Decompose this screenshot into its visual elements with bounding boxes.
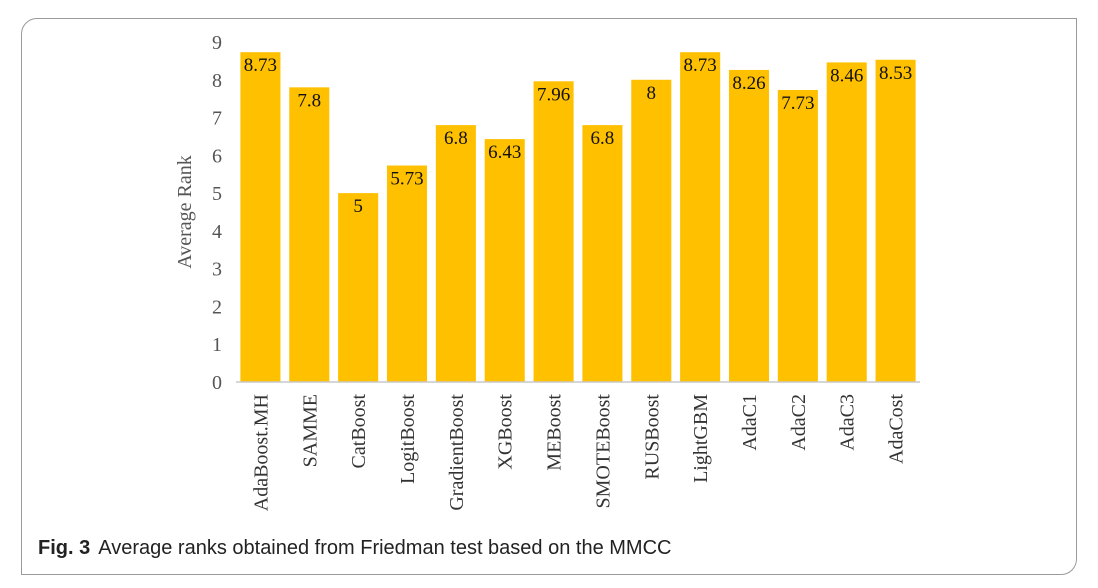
x-tick-label: LightGBM [690, 394, 712, 483]
data-labels-group: 8.73 7.8 5 5.73 6.8 6.43 7.96 6.8 8 8.73 8.26 7.73 8… [244, 55, 912, 217]
data-label: 7.8 [297, 90, 321, 111]
y-tick-label: 3 [212, 259, 222, 281]
y-tick-label: 0 [212, 372, 222, 394]
bar-smoteboost [582, 125, 623, 382]
x-tick-label: AdaCost [886, 394, 908, 464]
bar-samme [289, 87, 330, 382]
data-label: 8.46 [830, 65, 863, 86]
x-tick-label: LogitBoost [397, 394, 419, 484]
x-tick-label: AdaC1 [739, 394, 761, 451]
data-label: 5 [353, 196, 363, 217]
data-label: 6.8 [444, 128, 468, 149]
x-tick-label: CatBoost [348, 394, 370, 469]
data-label: 8 [647, 83, 657, 104]
figure-caption: Fig. 3 Average ranks obtained from Friedm… [38, 537, 671, 560]
data-label: 6.8 [591, 128, 615, 149]
figure-number: Fig. 3 [38, 537, 91, 559]
bar-adacost [875, 59, 916, 382]
x-tick-label: SAMME [299, 394, 321, 467]
y-tick-label: 4 [212, 221, 222, 243]
bar-meboost [533, 81, 574, 383]
y-axis-label-group: Average Rank [174, 155, 196, 268]
caption-text: Average ranks obtained from Friedman tes… [98, 537, 672, 559]
y-tick-label: 9 [212, 32, 222, 54]
x-tick-label: RUSBoost [641, 394, 663, 480]
data-label: 6.43 [488, 142, 521, 163]
bar-adac3 [826, 62, 867, 383]
data-label: 8.26 [732, 73, 765, 94]
bar-xgboost [484, 139, 525, 382]
y-axis-label: Average Rank [174, 155, 196, 268]
y-tick-label: 6 [212, 145, 222, 167]
y-tick-label: 5 [212, 183, 222, 205]
data-label: 8.73 [684, 55, 717, 76]
data-label: 8.73 [244, 55, 277, 76]
bar-gradientboost [435, 125, 476, 382]
x-tick-label: GradientBoost [446, 394, 468, 511]
y-tick-label: 1 [212, 334, 222, 356]
data-label: 7.73 [781, 93, 814, 114]
x-tick-label: XGBoost [495, 394, 517, 470]
x-tick-label: SMOTEBoost [592, 394, 614, 509]
y-tick-label: 8 [212, 70, 222, 92]
data-label: 7.96 [537, 84, 570, 105]
bar-adaboost-mh [240, 52, 281, 382]
y-tick-label: 7 [212, 108, 222, 130]
x-tick-label: MEBoost [544, 394, 566, 471]
bar-rusboost [631, 79, 672, 383]
bar-catboost [338, 193, 379, 382]
data-label: 5.73 [390, 169, 423, 190]
data-label: 8.53 [879, 63, 912, 84]
bar-adac2 [777, 89, 818, 382]
bar-logitboost [386, 165, 428, 382]
y-tick-label: 2 [212, 296, 222, 318]
y-tick-group: 0 1 2 3 4 5 6 7 8 9 [212, 32, 222, 394]
bar-adac1 [728, 69, 770, 382]
x-tick-label: AdaC3 [837, 394, 859, 451]
x-tick-group: AdaBoost.MH SAMME CatBoost LogitBoost Gradie… [250, 394, 907, 512]
bars-group [240, 52, 916, 383]
x-tick-label: AdaBoost.MH [250, 394, 272, 511]
bar-lightgbm [680, 52, 721, 382]
x-tick-label: AdaC2 [788, 394, 810, 451]
